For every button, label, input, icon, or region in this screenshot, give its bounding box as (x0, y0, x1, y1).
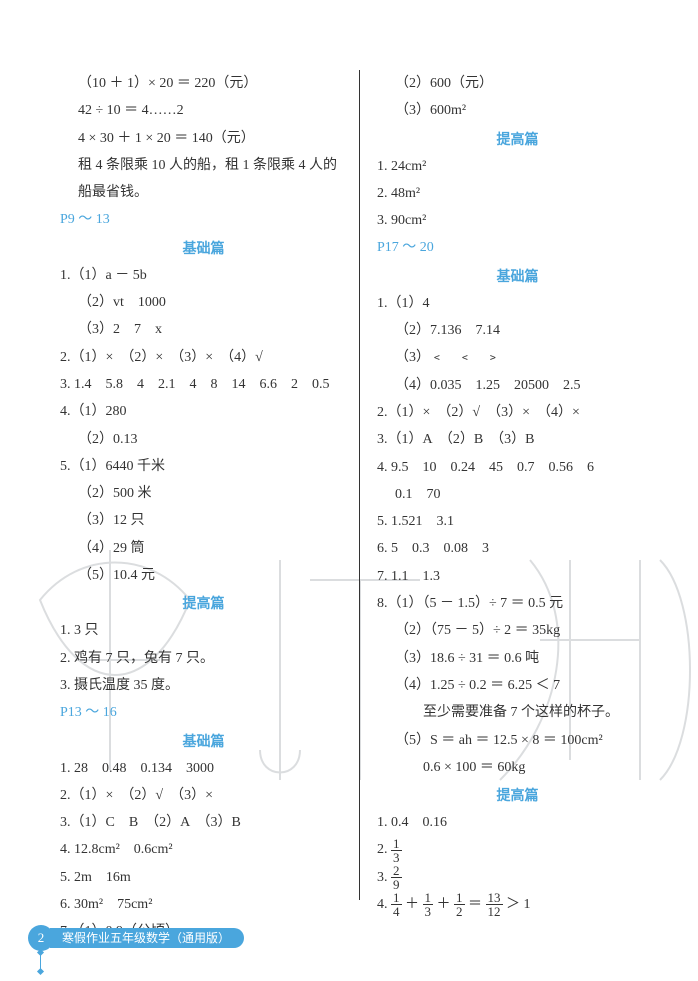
text: （2）vt 1000 (60, 289, 347, 316)
text: 0.6 × 100 ＝ 60kg (377, 754, 658, 781)
text: 1. 3 只 (60, 617, 347, 644)
text: 4.（1）280 (60, 398, 347, 425)
text: 1. 24cm² (377, 153, 658, 180)
text: （2）7.136 7.14 (377, 317, 658, 344)
text: 至少需要准备 7 个这样的杯子。 (377, 699, 658, 726)
section-header: 基础篇 (60, 238, 347, 258)
text: 1. 0.4 0.16 (377, 809, 658, 836)
page-ref: P13 ～ 16 (60, 699, 347, 726)
text: 0.1 70 (377, 481, 658, 508)
text: 1.（1）a － 5b (60, 262, 347, 289)
footer: 2 寒假作业五年级数学（通用版） (28, 925, 244, 951)
page-ref: P9 ～ 13 (60, 206, 347, 233)
section-header: 基础篇 (377, 266, 658, 286)
right-column: （2）600（元） （3）600m² 提高篇 1. 24cm² 2. 48m² … (359, 70, 658, 900)
text: 2.（1）× （2）× （3）× （4）√ (60, 344, 347, 371)
text: 5. 2m 16m (60, 864, 347, 891)
text: 3. 90cm² (377, 207, 658, 234)
text: （3）600m² (377, 97, 658, 124)
fraction: 29 (391, 864, 402, 891)
left-column: （10 ＋ 1）× 20 ＝ 220（元） 42 ÷ 10 ＝ 4……2 4 ×… (60, 70, 359, 900)
section-header: 基础篇 (60, 731, 347, 751)
fraction: 14 (391, 891, 402, 918)
text: 4. 12.8cm² 0.6cm² (60, 836, 347, 863)
text: 6. 5 0.3 0.08 3 (377, 535, 658, 562)
text: 4. 9.5 10 0.24 45 0.7 0.56 6 (377, 454, 658, 481)
text: （3）﹤ ﹤ ﹥ (377, 344, 658, 371)
text: （2）0.13 (60, 426, 347, 453)
text: （3）12 只 (60, 507, 347, 534)
text: 2. 48m² (377, 180, 658, 207)
text: 2. 鸡有 7 只，兔有 7 只。 (60, 645, 347, 672)
frac-line: 4. 14 ＋ 13 ＋ 12 ＝ 1312 ＞ 1 (377, 891, 658, 918)
section-header: 提高篇 (377, 129, 658, 149)
text: （2）（75 － 5）÷ 2 ＝ 35kg (377, 617, 658, 644)
text: （3）18.6 ÷ 31 ＝ 0.6 吨 (377, 645, 658, 672)
section-header: 提高篇 (377, 785, 658, 805)
column-divider (359, 70, 360, 900)
section-header: 提高篇 (60, 593, 347, 613)
text: 5. 1.521 3.1 (377, 508, 658, 535)
text: 2.（1）× （2）√ （3）× （4）× (377, 399, 658, 426)
text: 4 × 30 ＋ 1 × 20 ＝ 140（元） (60, 125, 347, 152)
content-columns: （10 ＋ 1）× 20 ＝ 220（元） 42 ÷ 10 ＝ 4……2 4 ×… (60, 70, 658, 900)
page: （10 ＋ 1）× 20 ＝ 220（元） 42 ÷ 10 ＝ 4……2 4 ×… (0, 0, 698, 981)
text: （2）500 米 (60, 480, 347, 507)
page-number-badge: 2 (28, 925, 54, 951)
text: （4）1.25 ÷ 0.2 ＝ 6.25 ＜ 7 (377, 672, 658, 699)
text: 7. 1.1 1.3 (377, 563, 658, 590)
page-ref: P17 ～ 20 (377, 234, 658, 261)
text: 42 ÷ 10 ＝ 4……2 (60, 97, 347, 124)
footer-text: 寒假作业五年级数学（通用版） (50, 928, 244, 948)
text: 6. 30m² 75cm² (60, 891, 347, 918)
footer-tick-icon (40, 953, 41, 971)
text: 3. 1.4 5.8 4 2.1 4 8 14 6.6 2 0.5 (60, 371, 347, 398)
text: （4）0.035 1.25 20500 2.5 (377, 372, 658, 399)
text: 2.（1）× （2）√ （3）× (60, 782, 347, 809)
text: 租 4 条限乘 10 人的船，租 1 条限乘 4 人的 (60, 152, 347, 179)
text: 1.（1）4 (377, 290, 658, 317)
text: （3）2 7 x (60, 316, 347, 343)
text: 1. 28 0.48 0.134 3000 (60, 755, 347, 782)
frac-line: 3. 29 (377, 864, 658, 891)
text: （4）29 筒 (60, 535, 347, 562)
text: （2）600（元） (377, 70, 658, 97)
fraction: 13 (391, 837, 402, 864)
text: 5.（1）6440 千米 (60, 453, 347, 480)
fraction: 12 (454, 891, 465, 918)
text: （10 ＋ 1）× 20 ＝ 220（元） (60, 70, 347, 97)
text: 船最省钱。 (60, 179, 347, 206)
frac-line: 2. 13 (377, 836, 658, 863)
fraction: 1312 (486, 891, 503, 918)
text: 8.（1）（5 － 1.5）÷ 7 ＝ 0.5 元 (377, 590, 658, 617)
text: 3.（1）A （2）B （3）B (377, 426, 658, 453)
text: 3.（1）C B （2）A （3）B (60, 809, 347, 836)
text: 3. 摄氏温度 35 度。 (60, 672, 347, 699)
text: （5）10.4 元 (60, 562, 347, 589)
fraction: 13 (423, 891, 434, 918)
text: （5）S ＝ ah ＝ 12.5 × 8 ＝ 100cm² (377, 727, 658, 754)
